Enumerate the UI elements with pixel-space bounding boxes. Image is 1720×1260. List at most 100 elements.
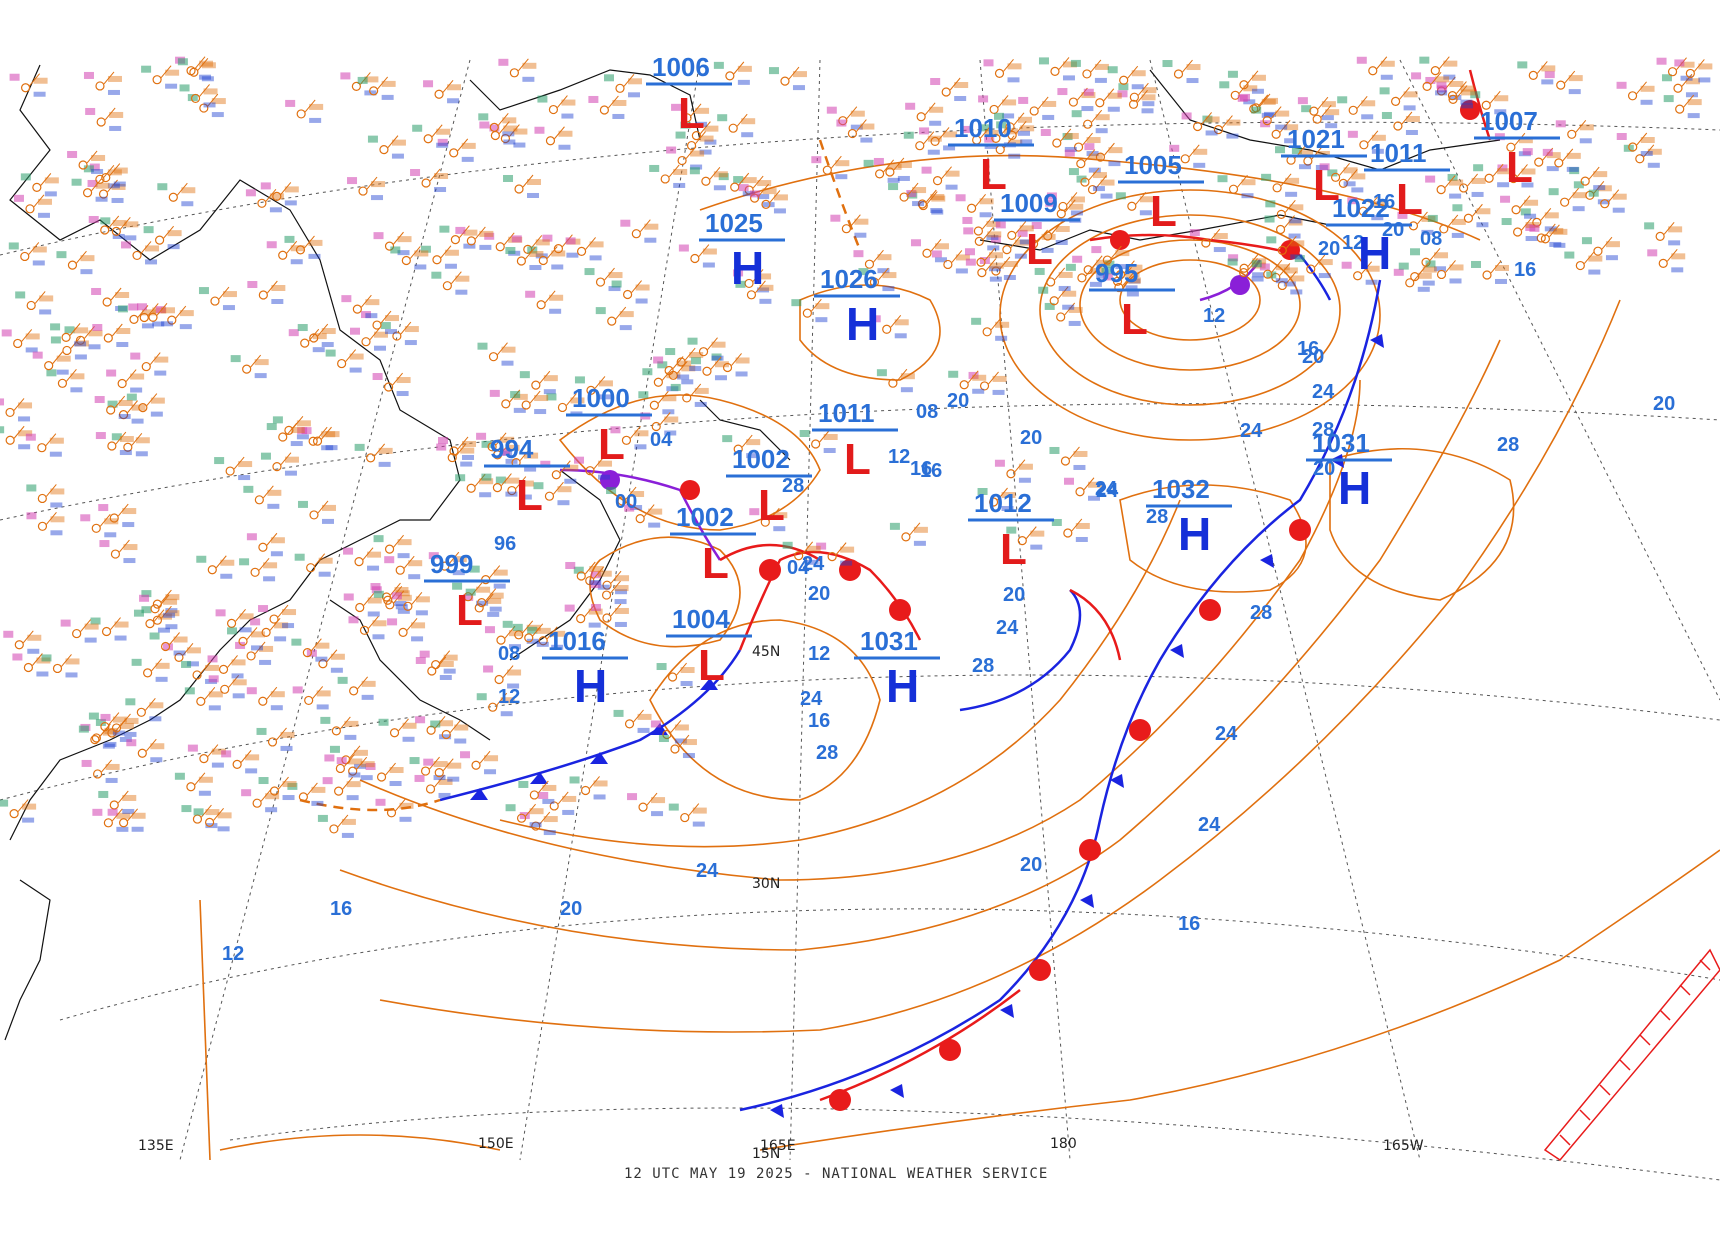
station-plot xyxy=(534,126,573,150)
station-plot xyxy=(538,791,577,815)
station-plot xyxy=(266,422,305,447)
station-plot xyxy=(977,487,1016,511)
low-pressure-marker: L xyxy=(516,471,543,520)
high-pressure-marker: H xyxy=(846,298,879,350)
station-plot xyxy=(905,102,944,126)
isobar-value-label: 16 xyxy=(808,710,830,732)
isobar-value-label: 20 xyxy=(1313,458,1335,480)
station-plot xyxy=(60,619,99,643)
station-plot xyxy=(505,246,544,271)
station-plot xyxy=(1040,128,1079,152)
isobar-value-label: 24 xyxy=(996,617,1019,639)
station-plot xyxy=(1265,200,1304,224)
pressure-value-label: 1000 xyxy=(572,383,630,413)
station-plot xyxy=(768,66,807,91)
station-plot xyxy=(320,716,359,740)
station-plot xyxy=(465,588,504,612)
isobar-value-label: 24 xyxy=(1095,478,1118,500)
station-plot xyxy=(260,452,299,476)
low-pressure-marker: L xyxy=(1150,187,1177,236)
pressure-value-label: 1005 xyxy=(1124,150,1182,180)
station-plot xyxy=(149,632,188,656)
station-plot xyxy=(1251,106,1290,130)
graticule xyxy=(0,59,1720,1181)
isobar-value-label: 20 xyxy=(808,583,830,605)
station-plot xyxy=(367,135,406,159)
station-plot xyxy=(711,353,750,377)
station-plot xyxy=(126,393,165,417)
station-plot xyxy=(1471,260,1510,284)
low-pressure-marker: L xyxy=(1506,143,1533,192)
station-plot xyxy=(519,370,558,395)
isobar-value-label: 12 xyxy=(1342,232,1364,254)
station-plot xyxy=(1398,262,1437,286)
isobar-value-label: 16 xyxy=(920,460,942,482)
station-plot xyxy=(477,342,516,366)
station-plot xyxy=(410,168,449,193)
station-plot xyxy=(71,178,110,202)
station-plot xyxy=(573,566,612,590)
station-plot xyxy=(919,127,958,151)
isobar-value-label: 20 xyxy=(1020,427,1042,449)
station-plot xyxy=(1644,222,1683,246)
station-plot xyxy=(88,712,127,736)
station-plot xyxy=(460,750,499,775)
station-plot xyxy=(527,626,566,650)
pressure-value-label: 1016 xyxy=(548,626,606,656)
station-plot xyxy=(1091,245,1130,270)
station-plot xyxy=(1425,260,1464,284)
station-plot xyxy=(423,79,462,104)
station-plot xyxy=(584,267,623,292)
station-plot xyxy=(782,541,821,565)
station-plot xyxy=(1006,526,1045,550)
station-plot xyxy=(910,238,949,263)
station-plot xyxy=(336,756,375,781)
station-plot xyxy=(749,190,788,214)
station-plot xyxy=(179,84,218,108)
high-pressure-marker: H xyxy=(1178,508,1211,560)
station-plot xyxy=(80,513,119,538)
station-plot xyxy=(853,249,892,274)
isobar-value-label: 16 xyxy=(910,458,932,480)
station-plot xyxy=(830,214,869,238)
station-plot xyxy=(1327,169,1366,193)
station-plot xyxy=(141,65,180,89)
isobar-value-label: 16 xyxy=(330,898,352,920)
station-plot xyxy=(889,522,928,546)
station-plot xyxy=(816,542,855,566)
station-plot xyxy=(111,432,150,457)
high-pressure-marker: H xyxy=(1338,462,1371,514)
station-plot xyxy=(1436,81,1475,105)
station-plot xyxy=(380,321,419,346)
station-plot xyxy=(503,174,542,198)
station-plot xyxy=(1301,104,1340,129)
station-plot xyxy=(1297,96,1336,121)
station-plot xyxy=(658,734,697,759)
station-plot xyxy=(130,352,169,376)
station-plot xyxy=(1470,90,1509,115)
station-plot xyxy=(428,551,467,576)
station-plot xyxy=(390,246,429,270)
station-plots xyxy=(0,56,1713,838)
station-plot xyxy=(1473,163,1512,188)
station-plot xyxy=(350,327,389,351)
station-plot xyxy=(438,436,477,460)
station-plot xyxy=(476,692,515,717)
station-plot xyxy=(1447,173,1486,197)
station-plot xyxy=(420,245,459,269)
station-plot xyxy=(680,121,719,145)
station-plot xyxy=(348,615,387,640)
station-plot xyxy=(964,247,1003,272)
low-pressure-marker: L xyxy=(1000,525,1027,574)
station-plot xyxy=(906,189,945,213)
station-plot xyxy=(88,215,127,239)
station-plot xyxy=(365,762,404,787)
station-plot xyxy=(324,754,363,778)
station-plot xyxy=(13,194,52,218)
station-plot xyxy=(100,217,139,241)
station-plot xyxy=(431,271,470,295)
station-plot xyxy=(1031,221,1070,245)
pressure-value-label: 1007 xyxy=(1480,106,1538,136)
station-plot xyxy=(1569,166,1608,191)
